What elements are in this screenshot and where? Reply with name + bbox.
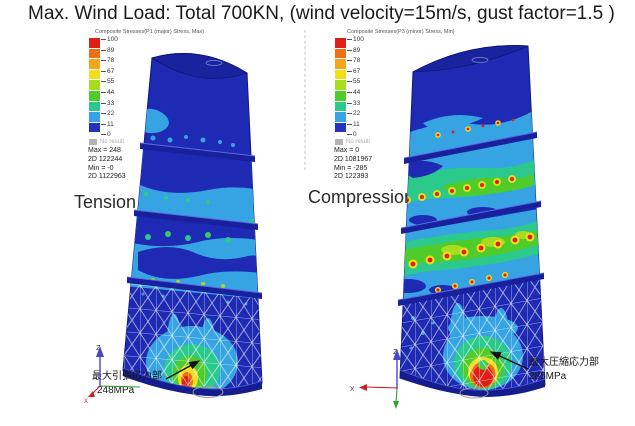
no-result-swatch: [89, 139, 97, 145]
colorbar-block: [89, 38, 100, 48]
colorbar-block: [335, 90, 346, 101]
max-compression-label: 最大圧縮応力部: [529, 357, 599, 368]
compression-model-contour: [397, 45, 546, 399]
legend-title: Composite Stresses(P3 (minor) Stress, Mi…: [347, 29, 455, 35]
colorbar-tick-label: 55: [346, 78, 360, 85]
colorbar-tick-label: 67: [346, 68, 360, 75]
colorbar-block: [89, 112, 100, 122]
colorbar-block: [335, 48, 346, 59]
colorbar-block: [335, 69, 346, 80]
colorbar-block: [89, 59, 100, 69]
colorbar-tick-label: 100: [346, 36, 364, 43]
colorbar-block: [335, 122, 346, 133]
colorbar-block: [335, 38, 346, 48]
colorbar-block: [89, 101, 100, 112]
legend-stats: Max = 248 2D 122244 Min = -0 2D 1122963: [88, 147, 204, 182]
legend-stat-line: Max = 248: [88, 147, 121, 154]
legend-stats: Max = 0 2D 1081967 Min = -285 2D 122393: [334, 147, 455, 182]
colorbar-tick-label: 11: [346, 121, 360, 128]
colorbar-tick-label: 67: [100, 68, 114, 75]
legend-stat-line: Min = -0: [88, 164, 114, 172]
colorbar-tick-label: 22: [346, 110, 360, 117]
no-result-label: No result: [346, 139, 371, 145]
max-tension-label: 最大引張応力部: [92, 371, 162, 382]
colorbar-tick-label: 0: [346, 131, 357, 138]
colorbar-tick-label: 55: [100, 78, 114, 85]
colorbar-block: [89, 80, 100, 90]
legend-compression: Composite Stresses(P3 (minor) Stress, Mi…: [333, 29, 455, 182]
page-title: Max. Wind Load: Total 700KN, (wind veloc…: [28, 3, 615, 24]
max-compression-value: 285MPa: [529, 371, 567, 382]
colorbar-tick-label: 33: [100, 100, 114, 107]
compression-label: Compression: [308, 187, 415, 207]
max-tension-annotation: 最大引張応力部 248MPa: [92, 370, 162, 398]
colorbar-tick-label: 100: [100, 36, 118, 43]
colorbar: 100 89 78 67 55 44 33 22 11 0: [333, 36, 393, 138]
colorbar-tick-label: 0: [100, 131, 111, 138]
colorbar-tick-label: 78: [100, 57, 114, 64]
legend-tension: Composite Stresses(P1 (major) Stress, Ma…: [87, 29, 204, 182]
legend-stat-line: Max = 0: [334, 147, 360, 154]
colorbar-tick-label: 11: [100, 121, 114, 128]
no-result-row: No result: [89, 139, 204, 145]
no-result-row: No result: [335, 139, 455, 145]
colorbar-block: [335, 59, 346, 69]
colorbar: 100 89 78 67 55 44 33 22 11 0: [87, 36, 147, 138]
ground-ellipse: [459, 387, 489, 399]
max-tension-value: 248MPa: [97, 385, 135, 396]
colorbar-block: [335, 80, 346, 90]
ground-ellipse: [192, 386, 224, 398]
colorbar-tick-label: 44: [100, 89, 114, 96]
legend-stat-line: 2D 1122963: [88, 173, 126, 181]
colorbar-tick-label: 78: [346, 57, 360, 64]
colorbar-block: [89, 90, 100, 101]
colorbar-tick-label: 89: [346, 47, 360, 54]
colorbar-tick-label: 33: [346, 100, 360, 107]
x-axis-label: X: [350, 386, 355, 393]
legend-stat-line: 2D 1081967: [334, 155, 373, 163]
colorbar-tick-label: 22: [100, 110, 114, 117]
tension-label: Tension: [74, 192, 137, 212]
z-axis-label: Z: [96, 343, 101, 352]
colorbar-tick-label: 44: [346, 89, 360, 96]
x-axis-label: X: [84, 399, 88, 405]
colorbar-block: [335, 101, 346, 112]
colorbar-block: [335, 112, 346, 122]
tension-model-contour: [122, 53, 263, 398]
colorbar-block: [89, 69, 100, 80]
legend-stat-line: 2D 122244: [88, 155, 123, 163]
no-result-swatch: [335, 139, 343, 145]
colorbar-block: [89, 122, 100, 133]
no-result-label: No result: [100, 139, 125, 145]
legend-stat-line: 2D 122393: [334, 173, 369, 181]
max-compression-annotation: 最大圧縮応力部 285MPa: [529, 356, 599, 384]
colorbar-block: [89, 48, 100, 59]
legend-title: Composite Stresses(P1 (major) Stress, Ma…: [95, 29, 205, 35]
colorbar-tick-label: 89: [100, 47, 114, 54]
legend-stat-line: Min = -285: [334, 164, 368, 172]
